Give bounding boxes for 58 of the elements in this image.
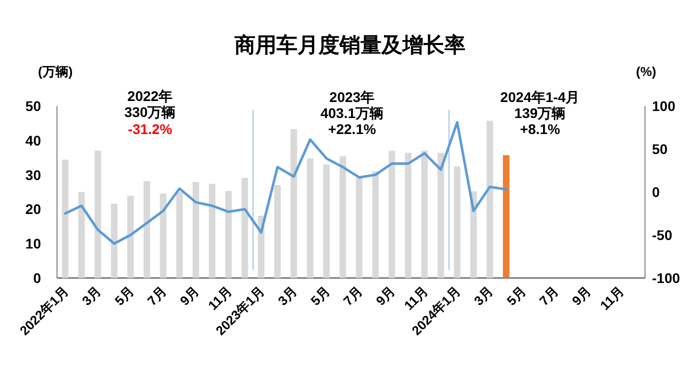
y2-tick-label: 0	[652, 184, 660, 200]
bar	[454, 166, 460, 278]
x-tick-label: 9月	[373, 284, 398, 308]
annotation: 2023年 403.1万辆 +22.1%	[320, 89, 384, 137]
y-axis-title: (万辆)	[38, 64, 73, 79]
bar	[242, 178, 248, 278]
bar	[421, 150, 428, 278]
bar	[62, 160, 68, 278]
bar	[274, 185, 281, 278]
bar	[340, 156, 346, 278]
bar	[78, 192, 85, 278]
bar	[127, 196, 134, 278]
bar	[323, 164, 330, 278]
bar	[438, 152, 444, 278]
bar	[486, 120, 494, 278]
y-tick-label: 30	[25, 166, 42, 183]
bar	[502, 155, 510, 278]
y2-tick-label: -50	[652, 227, 672, 243]
y2-tick-label: 100	[652, 98, 676, 114]
bar	[110, 204, 118, 278]
y2-tick-label: -100	[652, 270, 680, 286]
line-series	[64, 121, 508, 245]
x-tick-label: 9月	[177, 284, 202, 308]
bar	[94, 150, 102, 278]
x-tick-label: 5月	[504, 284, 529, 308]
annotation: 2024年1-4月 139万辆 +8.1%	[500, 89, 580, 137]
bar	[356, 178, 362, 278]
y-tick-label: 20	[25, 201, 42, 218]
y-tick-label: 0	[33, 270, 42, 286]
x-tick-label: 9月	[569, 284, 594, 308]
y-tick-label: 50	[25, 98, 42, 114]
annotation: 2022年 330万辆	[124, 88, 176, 120]
chart-title: 商用车月度销量及增长率	[234, 33, 466, 57]
x-tick-label: 7月	[536, 284, 562, 308]
y-tick-label: 40	[25, 132, 42, 148]
x-tick-label: 3月	[275, 284, 300, 308]
bar	[290, 129, 298, 278]
x-tick-label: 5月	[308, 284, 333, 308]
bar	[388, 150, 396, 278]
x-tick-label: 7月	[340, 284, 366, 308]
x-tick-label: 3月	[471, 284, 496, 308]
y-tick-label: 10	[25, 236, 42, 252]
bar	[160, 193, 166, 278]
annotation: -31.2%	[128, 121, 173, 137]
x-tick-label: 5月	[112, 284, 137, 308]
x-tick-label: 3月	[79, 284, 104, 308]
bar	[176, 192, 183, 278]
bar	[404, 152, 412, 278]
bar	[372, 171, 379, 278]
x-tick-label: 7月	[144, 284, 170, 308]
bar	[225, 190, 232, 278]
bar	[306, 158, 314, 278]
x-tick-label: 11月	[597, 284, 627, 314]
bar	[192, 182, 200, 278]
bar	[144, 180, 150, 278]
bar	[208, 184, 216, 278]
y2-tick-label: 50	[652, 141, 668, 157]
y2-axis-title: (%)	[636, 64, 656, 79]
